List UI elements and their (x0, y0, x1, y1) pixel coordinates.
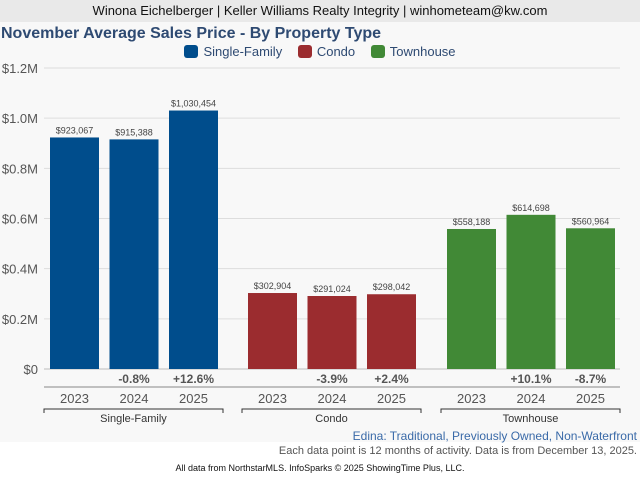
change-label: +10.1% (510, 372, 551, 386)
y-tick-label: $0.6M (2, 212, 38, 227)
bar-townhouse-2024 (506, 214, 556, 369)
data-label: $302,904 (254, 281, 292, 291)
y-tick-label: $1.0M (2, 111, 38, 126)
bar-condo-2024 (307, 296, 357, 369)
bar-condo-2023 (248, 293, 297, 369)
x-tick-label: 2025 (576, 391, 605, 406)
group-bracket (43, 408, 224, 413)
y-tick-label: $1.2M (2, 61, 38, 76)
change-label: -8.7% (575, 372, 607, 386)
legend-swatch (370, 45, 385, 58)
footer-credit: All data from NorthstarMLS. InfoSparks ©… (175, 463, 465, 473)
data-label: $298,042 (373, 282, 411, 292)
chart-legend: Single-Family Condo Townhouse (0, 44, 640, 62)
data-note: Each data point is 12 months of activity… (278, 445, 637, 457)
data-label: $1,030,454 (171, 99, 216, 109)
change-label: +2.4% (374, 372, 409, 386)
data-label: $291,024 (313, 284, 351, 294)
legend-label: Condo (316, 44, 356, 59)
bar-townhouse-2023 (447, 228, 496, 369)
legend-swatch (184, 45, 199, 58)
data-label: $923,067 (56, 125, 94, 135)
x-tick-label: 2025 (179, 391, 208, 406)
group-bracket (440, 408, 621, 413)
group-label: Single-Family (100, 413, 167, 425)
bar-single-family-2023 (50, 137, 99, 369)
legend-label: Townhouse (389, 44, 456, 59)
group-bracket (241, 408, 422, 413)
x-tick-label: 2025 (377, 391, 406, 406)
change-label: -0.8% (118, 372, 150, 386)
y-tick-label: $0.4M (2, 262, 38, 277)
x-tick-label: 2023 (457, 391, 486, 406)
bar-single-family-2025 (169, 110, 218, 370)
x-tick-label: 2024 (318, 391, 347, 406)
y-tick-label: $0 (24, 362, 38, 377)
group-label: Townhouse (503, 413, 559, 425)
legend-swatch (297, 45, 312, 58)
x-tick-label: 2024 (120, 391, 149, 406)
legend-label: Single-Family (203, 44, 283, 59)
x-tick-label: 2023 (258, 391, 287, 406)
change-label: +12.6% (173, 372, 214, 386)
legend-item-townhouse[interactable]: Townhouse (370, 44, 456, 59)
change-label: -3.9% (316, 372, 348, 386)
bar-single-family-2024 (109, 139, 159, 369)
data-label: $915,388 (115, 127, 153, 137)
x-tick-label: 2024 (517, 391, 546, 406)
bar-condo-2025 (367, 294, 416, 369)
data-label: $558,188 (453, 217, 491, 227)
agent-header: Winona Eichelberger | Keller Williams Re… (0, 0, 640, 22)
data-label: $614,698 (512, 203, 550, 213)
chart-title: November Average Sales Price - By Proper… (1, 25, 382, 42)
chart-subtitle: Edina: Traditional, Previously Owned, No… (352, 429, 637, 443)
y-tick-label: $0.8M (2, 161, 38, 176)
x-tick-label: 2023 (60, 391, 89, 406)
group-label: Condo (315, 413, 347, 425)
y-tick-label: $0.2M (2, 312, 38, 327)
legend-item-single-family[interactable]: Single-Family (184, 44, 282, 59)
data-label: $560,964 (572, 216, 610, 226)
bar-townhouse-2025 (566, 228, 615, 369)
legend-item-condo[interactable]: Condo (297, 44, 356, 59)
